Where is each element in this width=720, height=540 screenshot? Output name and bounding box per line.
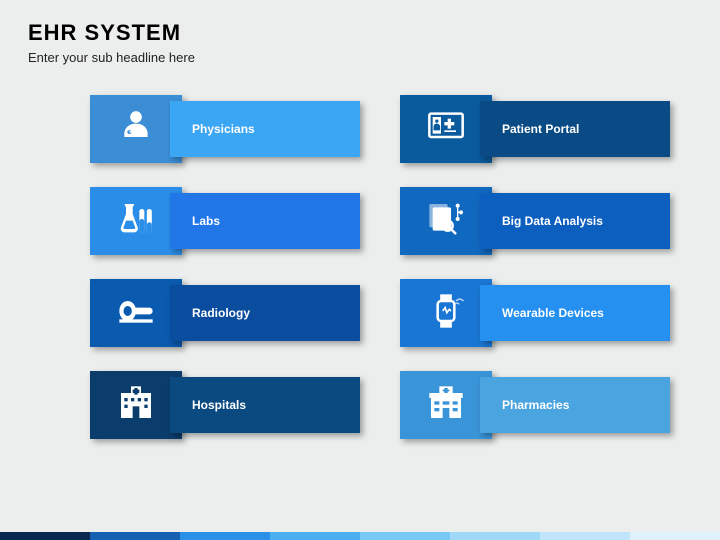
card-label-box: Labs xyxy=(170,193,360,249)
card-label: Labs xyxy=(192,214,220,228)
card-bigdata: Big Data Analysis xyxy=(400,187,650,255)
card-pharmacy: Pharmacies xyxy=(400,371,650,439)
card-label: Radiology xyxy=(192,306,250,320)
footer-segment xyxy=(630,532,720,540)
card-label-box: Pharmacies xyxy=(480,377,670,433)
bigdata-icon xyxy=(426,199,466,244)
physician-icon-box xyxy=(90,95,182,163)
physician-icon xyxy=(116,107,156,152)
footer-segment xyxy=(450,532,540,540)
card-wearable: Wearable Devices xyxy=(400,279,650,347)
radiology-icon xyxy=(116,291,156,336)
wearable-icon xyxy=(426,291,466,336)
card-label: Hospitals xyxy=(192,398,246,412)
footer-segment xyxy=(90,532,180,540)
card-grid: Physicians Patient Portal Labs Big Data Ana… xyxy=(0,75,720,459)
hospital-icon-box xyxy=(90,371,182,439)
labs-icon-box xyxy=(90,187,182,255)
page-title: EHR SYSTEM xyxy=(28,20,692,46)
pharmacy-icon-box xyxy=(400,371,492,439)
card-physician: Physicians xyxy=(90,95,340,163)
footer-segment xyxy=(270,532,360,540)
card-portal: Patient Portal xyxy=(400,95,650,163)
footer-bar xyxy=(0,532,720,540)
pharmacy-icon xyxy=(426,383,466,428)
card-label-box: Patient Portal xyxy=(480,101,670,157)
card-radiology: Radiology xyxy=(90,279,340,347)
footer-segment xyxy=(0,532,90,540)
card-label: Patient Portal xyxy=(502,122,579,136)
footer-segment xyxy=(180,532,270,540)
radiology-icon-box xyxy=(90,279,182,347)
card-label-box: Big Data Analysis xyxy=(480,193,670,249)
bigdata-icon-box xyxy=(400,187,492,255)
card-label-box: Hospitals xyxy=(170,377,360,433)
labs-icon xyxy=(116,199,156,244)
card-label-box: Physicians xyxy=(170,101,360,157)
card-label: Physicians xyxy=(192,122,255,136)
page-subtitle: Enter your sub headline here xyxy=(28,50,692,65)
card-labs: Labs xyxy=(90,187,340,255)
card-label-box: Radiology xyxy=(170,285,360,341)
card-label: Pharmacies xyxy=(502,398,569,412)
card-label: Wearable Devices xyxy=(502,306,604,320)
wearable-icon-box xyxy=(400,279,492,347)
footer-segment xyxy=(540,532,630,540)
card-label-box: Wearable Devices xyxy=(480,285,670,341)
card-hospital: Hospitals xyxy=(90,371,340,439)
portal-icon xyxy=(426,107,466,152)
footer-segment xyxy=(360,532,450,540)
hospital-icon xyxy=(116,383,156,428)
portal-icon-box xyxy=(400,95,492,163)
card-label: Big Data Analysis xyxy=(502,214,603,228)
